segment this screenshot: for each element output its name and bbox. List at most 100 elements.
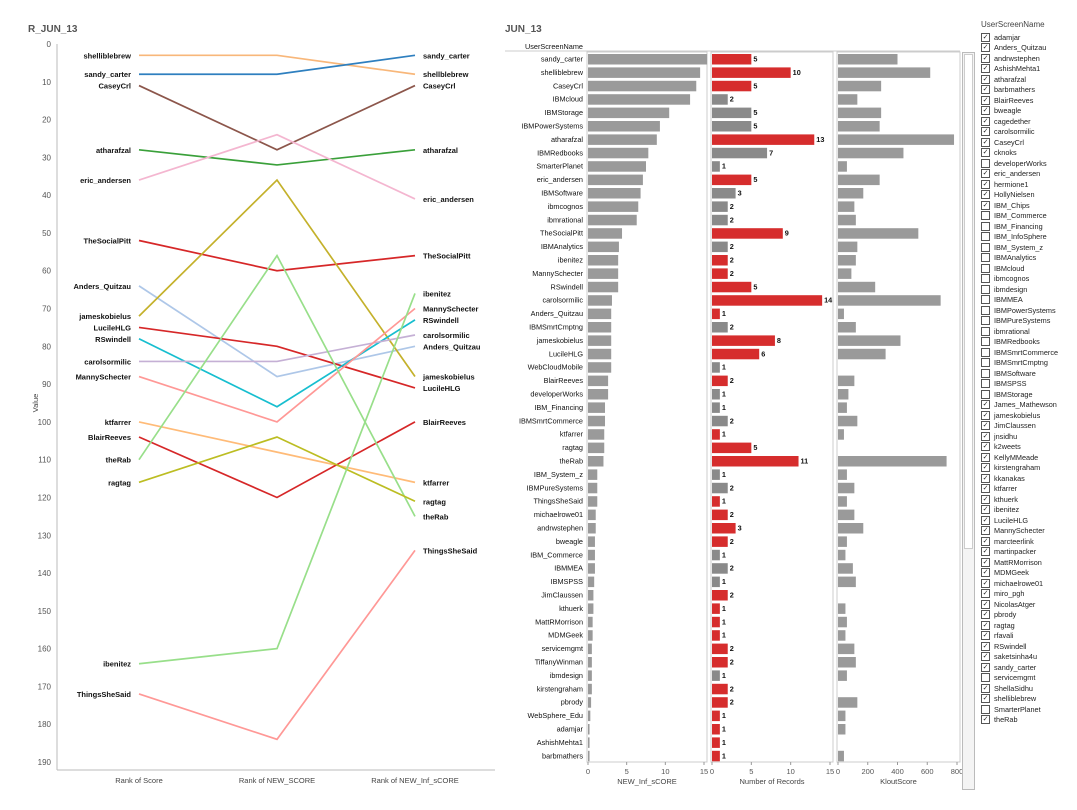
klout-bar[interactable] — [838, 188, 864, 199]
checkbox[interactable] — [981, 368, 990, 378]
records-bar[interactable] — [712, 415, 728, 427]
checkbox[interactable]: ✓ — [981, 431, 990, 441]
checkbox[interactable]: ✓ — [981, 494, 990, 504]
row-name[interactable]: IBM_System_z — [534, 470, 583, 479]
records-bar[interactable] — [712, 228, 783, 239]
records-bar[interactable] — [712, 456, 799, 467]
records-bar[interactable] — [712, 255, 728, 266]
records-bar[interactable] — [712, 482, 728, 494]
checkbox[interactable] — [981, 253, 990, 263]
checkbox[interactable]: ✓ — [981, 536, 990, 546]
bump-line-LucileHLG[interactable] — [138, 326, 416, 389]
klout-bar[interactable] — [838, 536, 847, 547]
inf-score-bar[interactable] — [588, 161, 646, 172]
bump-line-ibenitez[interactable] — [138, 293, 416, 665]
row-name[interactable]: WebCloudMobile — [528, 363, 583, 372]
inf-score-bar[interactable] — [588, 241, 619, 253]
row-name[interactable]: IBMRedbooks — [537, 148, 583, 157]
klout-bar[interactable] — [838, 308, 844, 320]
checkbox[interactable]: ✓ — [981, 589, 990, 599]
inf-score-bar[interactable] — [588, 536, 595, 547]
checkbox[interactable]: ✓ — [981, 526, 990, 536]
klout-bar[interactable] — [838, 161, 847, 172]
klout-bar[interactable] — [838, 295, 941, 306]
inf-score-bar[interactable] — [588, 683, 592, 695]
klout-bar[interactable] — [838, 657, 856, 668]
filter-item[interactable]: ✓ hermione1 — [981, 179, 1077, 190]
filter-item[interactable]: ✓ jameskobielus — [981, 410, 1077, 421]
checkbox[interactable] — [981, 274, 990, 284]
bump-line-sandy_carter[interactable] — [139, 54, 416, 76]
inf-score-bar[interactable] — [588, 389, 609, 400]
inf-score-bar[interactable] — [588, 710, 591, 722]
records-bar[interactable] — [712, 241, 728, 253]
klout-bar[interactable] — [838, 509, 855, 521]
klout-bar[interactable] — [838, 429, 844, 440]
row-name[interactable]: JimClaussen — [541, 591, 583, 600]
filter-item[interactable]: IBMAnalytics — [981, 253, 1077, 264]
row-name[interactable]: IBMcloud — [553, 95, 583, 104]
klout-bar[interactable] — [838, 523, 864, 534]
bump-line-BlairReeves[interactable] — [138, 421, 416, 499]
filter-item[interactable]: ✓ cknoks — [981, 148, 1077, 159]
row-name[interactable]: sandy_carter — [541, 55, 584, 64]
klout-bar[interactable] — [838, 241, 858, 253]
filter-item[interactable]: IBMSPSS — [981, 379, 1077, 390]
records-bar[interactable] — [712, 335, 775, 346]
row-name[interactable]: AshishMehta1 — [537, 738, 583, 747]
records-bar[interactable] — [712, 750, 720, 762]
filter-item[interactable]: ✓ martinpacker — [981, 547, 1077, 558]
bump-line-jameskobielus[interactable] — [138, 178, 416, 378]
row-name[interactable]: RSwindell — [551, 282, 584, 291]
checkbox[interactable]: ✓ — [981, 557, 990, 567]
records-bar[interactable] — [712, 295, 823, 306]
row-name[interactable]: pbrody — [561, 698, 584, 707]
records-bar[interactable] — [712, 268, 728, 279]
checkbox[interactable]: ✓ — [981, 715, 990, 725]
filter-item[interactable]: ✓ AshishMehta1 — [981, 64, 1077, 75]
records-bar[interactable] — [712, 188, 736, 199]
checkbox[interactable]: ✓ — [981, 641, 990, 651]
filter-item[interactable]: ✓ rfavali — [981, 631, 1077, 642]
filter-item[interactable]: IBMMEA — [981, 295, 1077, 306]
klout-bar[interactable] — [838, 268, 852, 279]
filter-item[interactable]: ✓ HollyNielsen — [981, 190, 1077, 201]
checkbox[interactable]: ✓ — [981, 127, 990, 137]
row-name[interactable]: IBM_Financing — [534, 403, 583, 412]
filter-item[interactable]: developerWorks — [981, 158, 1077, 169]
inf-score-bar[interactable] — [588, 281, 619, 293]
checkbox[interactable]: ✓ — [981, 568, 990, 578]
row-name[interactable]: MattRMorrison — [535, 617, 583, 626]
row-name[interactable]: developerWorks — [530, 390, 583, 399]
klout-bar[interactable] — [838, 469, 847, 480]
inf-score-bar[interactable] — [588, 563, 595, 574]
row-name[interactable]: IBMPowerSystems — [521, 122, 583, 131]
klout-bar[interactable] — [838, 107, 882, 119]
inf-score-bar[interactable] — [588, 482, 598, 494]
checkbox[interactable] — [981, 316, 990, 326]
records-bar[interactable] — [712, 697, 728, 708]
inf-score-bar[interactable] — [588, 255, 619, 266]
klout-bar[interactable] — [838, 121, 880, 132]
records-bar[interactable] — [712, 683, 728, 695]
checkbox[interactable]: ✓ — [981, 599, 990, 609]
checkbox[interactable]: ✓ — [981, 400, 990, 410]
filter-item[interactable]: ibmrational — [981, 326, 1077, 337]
klout-bar[interactable] — [838, 670, 847, 681]
checkbox[interactable]: ✓ — [981, 662, 990, 672]
row-name[interactable]: BlairReeves — [544, 376, 584, 385]
bump-line-CaseyCrl[interactable] — [138, 84, 416, 151]
records-bar[interactable] — [712, 496, 720, 507]
records-bar[interactable] — [712, 214, 728, 226]
filter-item[interactable]: ✓ Anders_Quitzau — [981, 43, 1077, 54]
filter-item[interactable]: ibmcognos — [981, 274, 1077, 285]
filter-item[interactable]: IBMPureSystems — [981, 316, 1077, 327]
filter-item[interactable]: ✓ barbmathers — [981, 85, 1077, 96]
records-bar[interactable] — [712, 536, 728, 547]
inf-score-bar[interactable] — [588, 67, 701, 78]
records-bar[interactable] — [712, 389, 720, 400]
row-name[interactable]: michaelrowe01 — [534, 510, 583, 519]
records-bar[interactable] — [712, 523, 736, 534]
row-name[interactable]: LucileHLG — [549, 349, 583, 358]
checkbox[interactable] — [981, 379, 990, 389]
